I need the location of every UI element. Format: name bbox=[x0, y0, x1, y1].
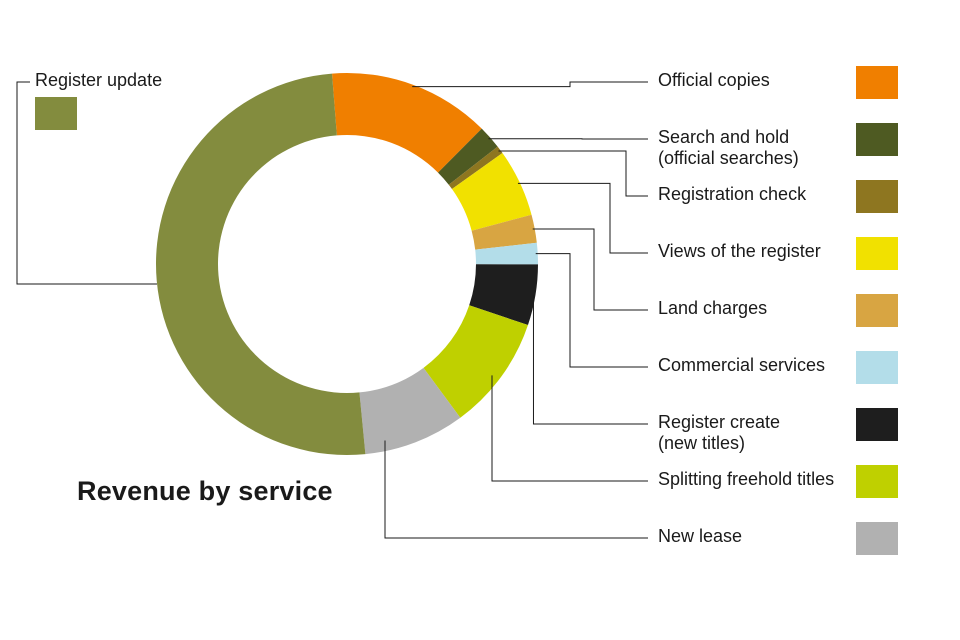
legend-label-land-charges: Land charges bbox=[658, 298, 768, 318]
leader-line-commercial-services bbox=[535, 253, 648, 368]
legend-label-registration-check: Registration check bbox=[658, 184, 807, 204]
legend-swatch-new-lease bbox=[856, 522, 898, 555]
legend-swatch-register-update bbox=[35, 97, 77, 130]
leader-line-register-create-new-titles bbox=[532, 294, 648, 425]
legend-swatch-views-of-the-register bbox=[856, 237, 898, 270]
legend-swatch-search-and-hold-official-searches bbox=[856, 123, 898, 156]
legend-swatch-register-create-new-titles bbox=[856, 408, 898, 441]
legend-label-register-update: Register update bbox=[35, 70, 163, 90]
slice-commercial-services bbox=[475, 242, 538, 265]
leader-line-register-update bbox=[16, 81, 157, 285]
chart-title: Revenue by service bbox=[77, 476, 333, 506]
slice-register-update bbox=[156, 73, 366, 455]
slice-land-charges bbox=[471, 214, 537, 250]
legend-swatch-commercial-services bbox=[856, 351, 898, 384]
legend-label-search-and-hold-official-searches: Search and hold (official searches) bbox=[658, 127, 799, 168]
leader-line-splitting-freehold-titles bbox=[491, 375, 648, 482]
legend-label-official-copies: Official copies bbox=[658, 70, 770, 90]
slice-official-copies bbox=[332, 73, 482, 173]
leader-line-land-charges bbox=[532, 228, 648, 311]
legend-label-views-of-the-register: Views of the register bbox=[658, 241, 821, 261]
slice-splitting-freehold-titles bbox=[423, 305, 528, 418]
legend-label-register-create-new-titles: Register create (new titles) bbox=[658, 412, 781, 453]
legend-swatch-registration-check bbox=[856, 180, 898, 213]
legend-label-commercial-services: Commercial services bbox=[658, 355, 826, 375]
slice-new-lease bbox=[359, 367, 461, 455]
legend-label-splitting-freehold-titles: Splitting freehold titles bbox=[658, 469, 835, 489]
slice-register-create-new-titles bbox=[469, 264, 538, 326]
slice-views-of-the-register bbox=[451, 153, 532, 231]
legend-swatch-splitting-freehold-titles bbox=[856, 465, 898, 498]
slice-registration-check bbox=[448, 146, 503, 190]
legend-label-new-lease: New lease bbox=[658, 526, 743, 546]
leader-line-official-copies bbox=[412, 81, 648, 88]
leader-line-new-lease bbox=[384, 440, 648, 539]
leader-line-registration-check bbox=[498, 150, 648, 197]
legend-swatch-land-charges bbox=[856, 294, 898, 327]
leader-line-views-of-the-register bbox=[517, 182, 648, 254]
slice-search-and-hold-official-searches bbox=[438, 128, 498, 185]
legend-swatch-official-copies bbox=[856, 66, 898, 99]
